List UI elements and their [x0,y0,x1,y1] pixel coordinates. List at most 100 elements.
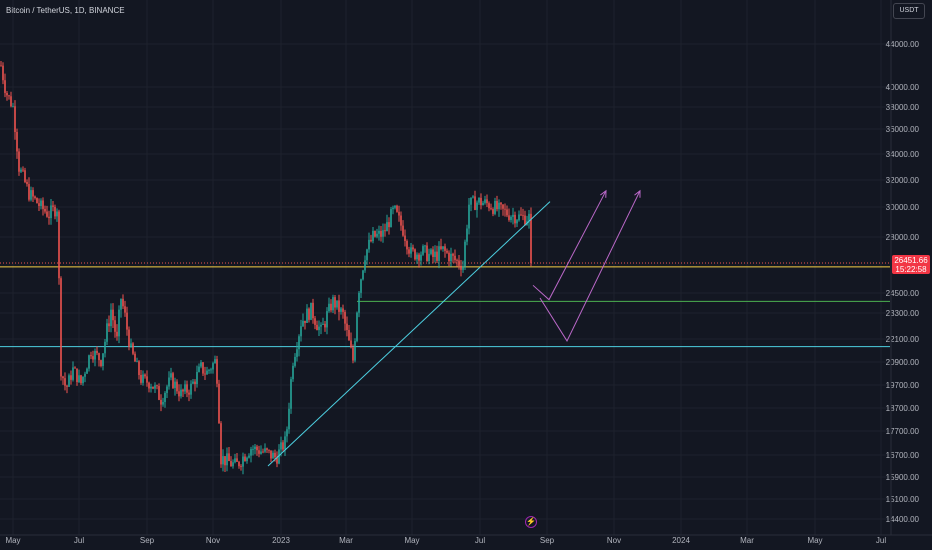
projection-arrowhead-2 [634,189,641,198]
candle-body [332,297,334,311]
candle-body [0,65,2,67]
candle-body [380,230,382,237]
countdown-label: 15:22:58 [895,265,927,274]
price-tick-label: 44000.00 [886,40,920,49]
candle-body [140,375,142,383]
candle-body [488,203,490,209]
candle-body [14,106,16,133]
candle-body [422,246,424,255]
candle-body [122,298,124,307]
candle-body [298,336,300,350]
candle-body [500,202,502,205]
candle-body [16,132,18,152]
candle-body [272,452,274,459]
time-axis[interactable]: May Jul Sep Nov 2023 Mar May Jul Sep Nov 2024 Mar Ma… [0,534,932,545]
lightning-icon[interactable]: ⚡ [525,516,537,528]
price-tick-label: 19700.00 [886,381,920,390]
projection-path-1[interactable] [532,190,607,301]
candle-body [312,302,314,319]
price-tick-label: 17700.00 [886,427,920,436]
candle-body [516,220,518,224]
candle-body [62,376,64,379]
candle-body [166,386,168,393]
candle-body [238,461,240,467]
candle-body [286,429,288,437]
price-tick-label: 23300.00 [886,309,920,318]
candle-body [34,196,36,199]
candle-body [224,456,226,466]
candle-body [442,246,444,249]
candle-body [200,362,202,367]
candle-body [306,308,308,323]
candle-body [284,436,286,450]
candle-body [490,208,492,210]
candle-body [78,375,80,383]
candle-body [464,241,466,267]
candle-body [162,402,164,405]
candle-body [24,170,26,182]
candle-body [408,249,410,254]
candle-body [354,341,356,361]
candle-body [338,300,340,312]
candle-body [492,209,494,214]
drawings[interactable] [267,189,641,467]
candle-body [382,230,384,237]
projection-path-2[interactable] [539,190,641,342]
candle-body [346,323,348,330]
candle-body [2,65,4,81]
candle-body [434,251,436,257]
candle-body [174,381,176,388]
candle-body [420,254,422,261]
candle-body [144,374,146,377]
candle-body [150,386,152,389]
candle-body [438,246,440,261]
trendline[interactable] [267,201,551,467]
candle-body [98,353,100,361]
candle-body [116,331,118,337]
candle-body [402,225,404,236]
candle-body [300,326,302,337]
candle-body [494,200,496,214]
grid [0,0,890,535]
candle-body [262,451,264,453]
horizontal-levels[interactable] [0,262,890,348]
candle-body [76,368,78,383]
candle-body [192,381,194,384]
time-tick-label: Mar [740,536,754,545]
candle-body [50,205,52,219]
candle-body [196,371,198,385]
candle-body [366,249,368,261]
candle-body [128,329,130,347]
candle-body [164,392,166,403]
candle-body [424,245,426,247]
candle-body [220,423,222,465]
candle-body [504,208,506,210]
candle-body [522,215,524,217]
candle-body [170,373,172,378]
candle-body [484,199,486,203]
candle-body [206,370,208,375]
candle-body [450,253,452,262]
candle-body [254,446,256,450]
last-price-tag-bg [892,255,930,274]
candle-body [244,456,246,462]
price-tick-label: 34000.00 [886,150,920,159]
candle-body [58,211,60,279]
candle-body [190,383,192,395]
time-tick-label: Sep [140,536,155,545]
candle-body [426,245,428,262]
candle-body [112,309,114,321]
time-tick-label: Mar [339,536,353,545]
candle-body [106,323,108,342]
candle-body [390,209,392,228]
candle-body [360,279,362,293]
candle-body [100,360,102,366]
candle-body [120,298,122,310]
candle-body [268,449,270,451]
candle-body [38,203,40,207]
price-axis[interactable]: 44000.00 40000.00 38000.00 36000.00 34000.00… [886,0,920,535]
currency-button[interactable]: USDT [893,3,925,19]
candle-body [54,206,56,217]
candle-body [448,252,450,262]
